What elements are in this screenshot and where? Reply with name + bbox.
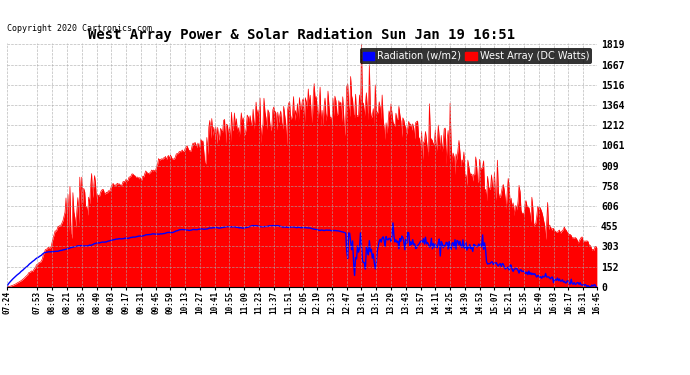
Legend: Radiation (w/m2), West Array (DC Watts): Radiation (w/m2), West Array (DC Watts)	[359, 48, 592, 64]
Text: Copyright 2020 Cartronics.com: Copyright 2020 Cartronics.com	[8, 24, 152, 33]
Title: West Array Power & Solar Radiation Sun Jan 19 16:51: West Array Power & Solar Radiation Sun J…	[88, 28, 515, 42]
